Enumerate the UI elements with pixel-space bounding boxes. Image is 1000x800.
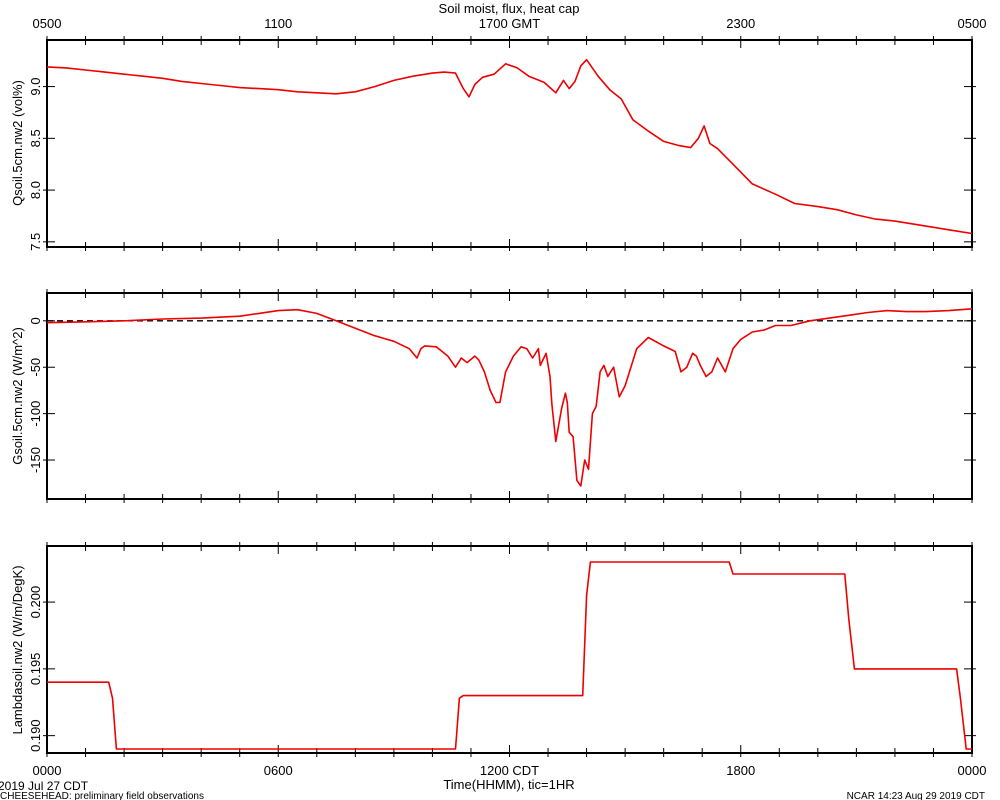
bottom-tick-label: 0600 (264, 763, 293, 778)
top-axis: 0500 1100 1700 GMT 2300 0500 (33, 16, 987, 31)
chart-title: Soil moist, flux, heat cap (439, 1, 580, 16)
panel-ticks: 7.5 8.0 8.5 9.0 (28, 36, 976, 251)
y-tick-label: 0 (28, 317, 43, 324)
bottom-tick-label: 1800 (726, 763, 755, 778)
panel-soil-moisture: 7.5 8.0 8.5 9.0 Qsoil.5cm.nw2 (vol%) (10, 36, 976, 251)
series-line-qsoil (46, 58, 973, 235)
panel-ticks: -150 -100 -50 0 (28, 289, 976, 503)
y-tick-label: 0.190 (28, 719, 43, 752)
panel-ylabel: Qsoil.5cm.nw2 (vol%) (10, 80, 25, 206)
footer-project: CHEESEHEAD: preliminary field observatio… (0, 791, 204, 800)
panel-frame (46, 292, 973, 500)
bottom-tick-label: 1200 CDT (480, 763, 539, 778)
y-tick-label: 0.195 (28, 653, 43, 686)
panel-ticks: 0.190 0.195 0.200 (28, 542, 976, 757)
bottom-axis: 0000 0600 1200 CDT 1800 0000 (33, 763, 987, 778)
x-axis-label: Time(HHMM), tic=1HR (443, 777, 574, 792)
y-tick-label: 9.0 (28, 78, 43, 96)
panel-frame (46, 39, 973, 248)
panel-thermal-conductivity: 0.190 0.195 0.200 Lambdasoil.nw2 (W/m/DegK… (10, 542, 976, 757)
y-tick-label: -150 (28, 447, 43, 473)
top-tick-label: 1700 GMT (479, 16, 540, 31)
y-tick-label: -50 (28, 358, 43, 377)
top-tick-label: 0500 (958, 16, 987, 31)
y-tick-label: 8.5 (28, 129, 43, 147)
panel-ylabel: Lambdasoil.nw2 (W/m/DegK) (10, 565, 25, 734)
footer-date: 2019 Jul 27 CDT (0, 779, 89, 793)
y-tick-label: 0.200 (28, 586, 43, 619)
panel-ylabel: Gsoil.5cm.nw2 (W/m^2) (10, 327, 25, 465)
bottom-tick-label: 0000 (33, 763, 62, 778)
bottom-tick-label: 0000 (958, 763, 987, 778)
top-tick-label: 1100 (264, 16, 292, 31)
top-tick-label: 2300 (726, 16, 755, 31)
y-tick-label: 7.5 (28, 233, 43, 251)
y-tick-label: -100 (28, 401, 43, 427)
panel-soil-heat-flux: -150 -100 -50 0 Gsoil.5cm.nw2 (W/m^2) (10, 289, 976, 503)
series-line-gsoil (46, 308, 973, 487)
y-tick-label: 8.0 (28, 181, 43, 199)
top-tick-label: 0500 (33, 16, 62, 31)
panel-frame (46, 545, 973, 754)
footer-stamp: NCAR 14:23 Aug 29 2019 CDT (847, 791, 985, 800)
series-line-lambda (47, 561, 972, 750)
